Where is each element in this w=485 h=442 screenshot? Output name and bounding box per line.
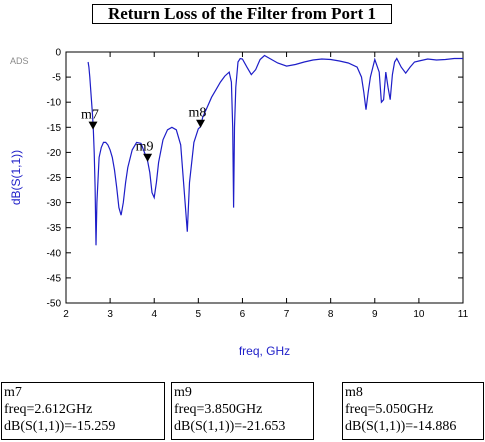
y-tick-label: -5 xyxy=(52,73,61,84)
marker-readout-name: m8 xyxy=(345,385,363,400)
marker-readout-name: m9 xyxy=(174,385,192,400)
marker-readout-m8: m8 freq=5.050GHz dB(S(1,1))=-14.886 xyxy=(342,382,484,440)
marker-readout-value: dB(S(1,1))=-15.259 xyxy=(4,419,116,434)
y-axis-label: dB(S(1,1)) xyxy=(9,150,23,205)
x-tick-label: 10 xyxy=(413,309,425,320)
y-tick-label: -50 xyxy=(47,299,62,310)
y-tick-label: -10 xyxy=(47,98,62,109)
x-tick-label: 4 xyxy=(151,309,157,320)
marker-readout-m7: m7 freq=2.612GHz dB(S(1,1))=-15.259 xyxy=(1,382,165,440)
series-line xyxy=(87,54,463,246)
axes xyxy=(65,51,464,304)
x-tick-label: 2 xyxy=(63,309,69,320)
ads-watermark: ADS xyxy=(10,56,29,66)
plot-frame xyxy=(65,51,464,304)
y-tick-label: 0 xyxy=(55,48,61,59)
chart-plot: 0 -5 -10 -15 -20 -25 -30 -35 -40 -45 -502 3 4 5 6 7 8 9 10… xyxy=(9,48,469,359)
marker-m8-label: m8 xyxy=(189,106,207,121)
marker-m7-label: m7 xyxy=(81,108,99,123)
y-tick-label: -40 xyxy=(47,248,62,259)
marker-m8-triangle xyxy=(196,119,206,128)
x-tick-label: 3 xyxy=(107,309,113,320)
marker-m9-label: m9 xyxy=(136,140,154,155)
y-tick-label: -30 xyxy=(47,198,62,209)
marker-readout-freq: freq=3.850GHz xyxy=(174,402,263,417)
x-tick-label: 9 xyxy=(372,309,378,320)
markers: m7 m9 m8 xyxy=(81,106,206,162)
ticks: 0 -5 -10 -15 -20 -25 -30 -35 -40 -45 -502 3 4 5 6 7 8 9 10… xyxy=(47,48,469,321)
marker-readout-freq: freq=2.612GHz xyxy=(4,402,93,417)
marker-readout-value: dB(S(1,1))=-14.886 xyxy=(345,419,457,434)
marker-readout-value: dB(S(1,1))=-21.653 xyxy=(174,419,286,434)
marker-m7-triangle xyxy=(88,121,98,130)
x-tick-label: 11 xyxy=(458,309,469,320)
y-tick-label: -35 xyxy=(47,223,62,234)
y-tick-label: -20 xyxy=(47,148,62,159)
x-tick-label: 8 xyxy=(328,309,334,320)
marker-readout-m9: m9 freq=3.850GHz dB(S(1,1))=-21.653 xyxy=(171,382,314,440)
y-tick-label: -15 xyxy=(47,123,62,134)
x-tick-label: 5 xyxy=(196,309,202,320)
y-tick-label: -45 xyxy=(47,273,62,284)
x-axis-label: freq, GHz xyxy=(239,344,290,358)
chart-title: Return Loss of the Filter from Port 1 xyxy=(92,4,392,24)
y-tick-label: -25 xyxy=(47,173,62,184)
x-tick-label: 6 xyxy=(240,309,246,320)
x-tick-label: 7 xyxy=(284,309,290,320)
marker-readout-name: m7 xyxy=(4,385,22,400)
marker-readout-freq: freq=5.050GHz xyxy=(345,402,434,417)
marker-m9-triangle xyxy=(143,153,153,162)
